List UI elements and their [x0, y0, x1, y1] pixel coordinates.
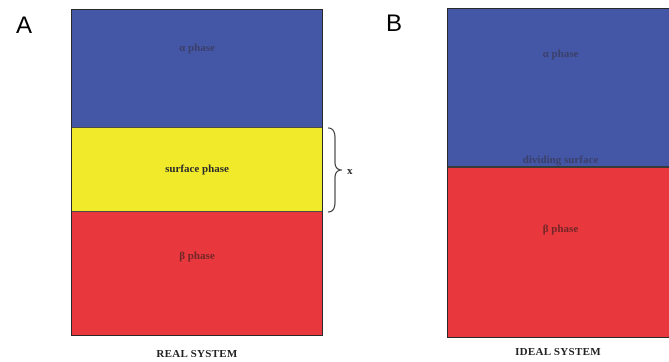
beta-phase-label: β phase: [542, 223, 579, 235]
beta-phase-region: β phase: [448, 168, 669, 337]
surface-phase-region: surface phase: [72, 127, 322, 212]
beta-phase-region: β phase: [72, 212, 322, 335]
alpha-phase-label: α phase: [179, 42, 215, 54]
dividing-surface-line: [448, 166, 669, 168]
real-system-diagram: α phase surface phase β phase: [71, 9, 323, 336]
panel-letter-b: B: [386, 10, 403, 37]
real-system-caption: REAL SYSTEM: [156, 348, 238, 360]
thickness-label: x: [347, 165, 353, 177]
panel-letter-a: A: [16, 12, 33, 39]
alpha-phase-region: α phase: [72, 10, 322, 127]
curly-brace-icon: [327, 127, 343, 213]
alpha-phase-region: α phase dividing surface: [448, 9, 669, 167]
ideal-system-diagram: α phase dividing surface β phase: [447, 8, 669, 338]
alpha-phase-label: α phase: [542, 48, 579, 60]
beta-phase-label: β phase: [179, 250, 215, 262]
dividing-surface-label: dividing surface: [522, 154, 599, 166]
surface-phase-label: surface phase: [165, 163, 229, 175]
ideal-system-caption: IDEAL SYSTEM: [515, 346, 601, 358]
